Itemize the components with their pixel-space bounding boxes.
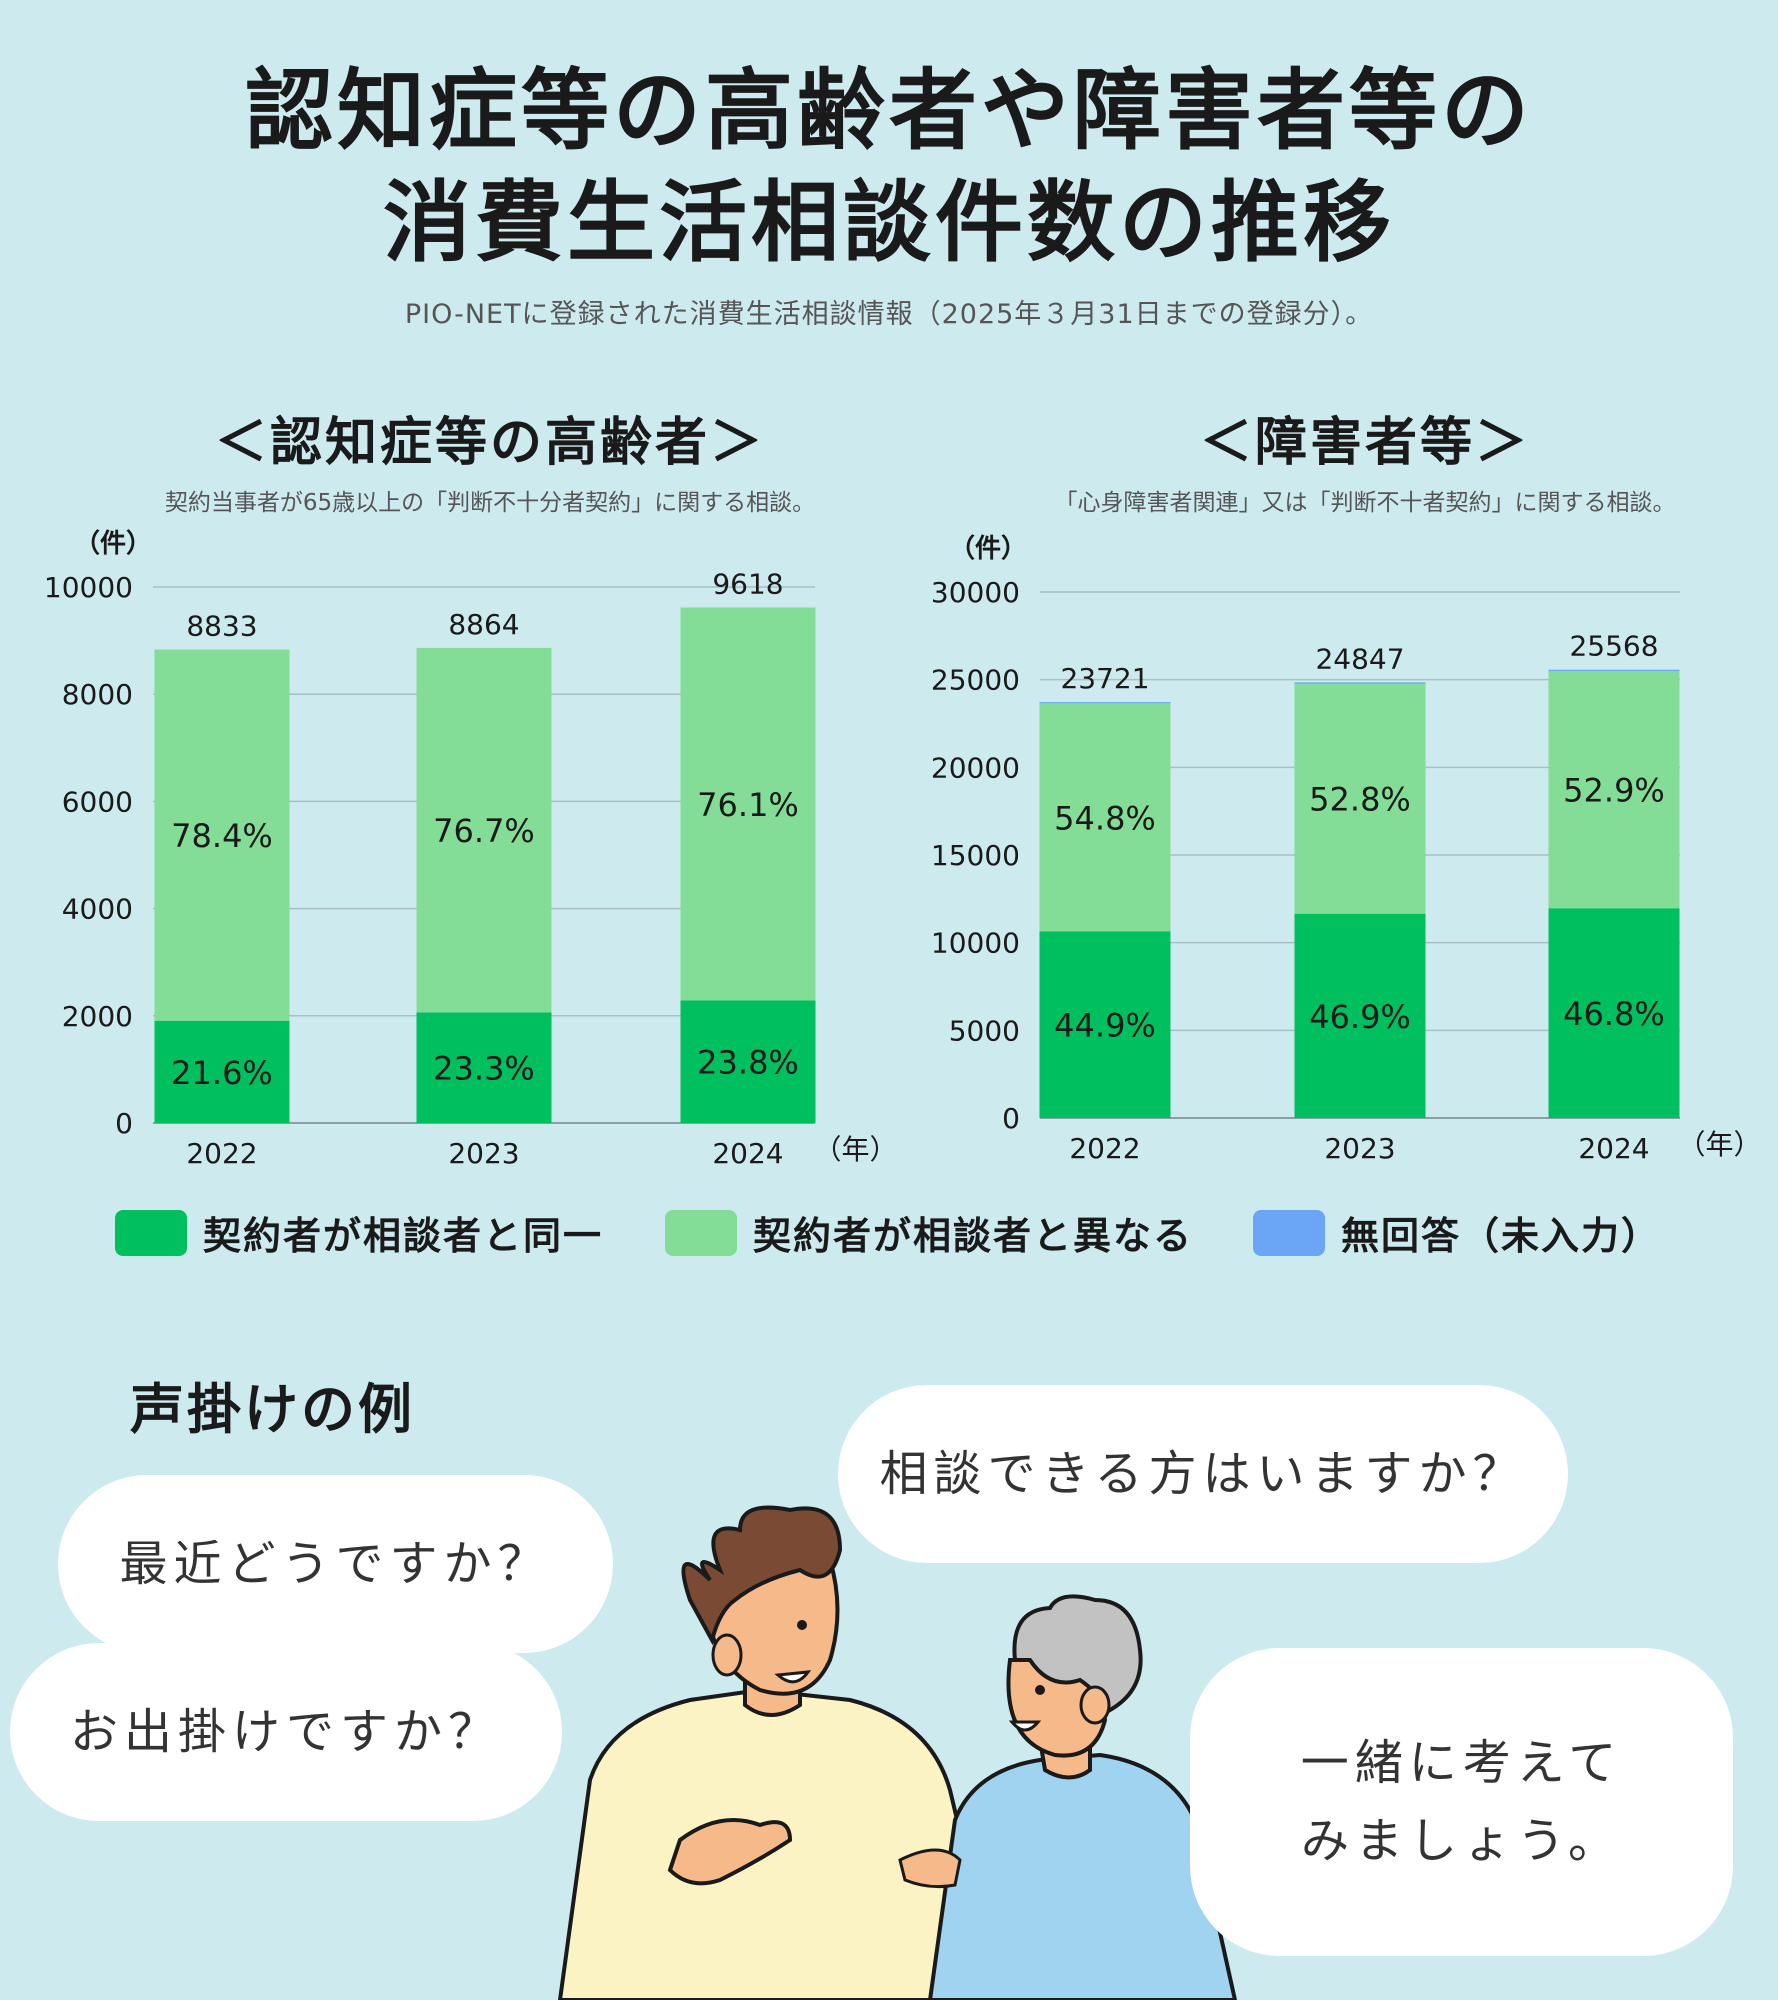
source-note: PIO-NETに登録された消費生活相談情報（2025年３月31日までの登録分）。	[404, 299, 1374, 330]
y-tick-label: 4000	[62, 893, 133, 926]
main-title-line1: 認知症等の高齢者や障害者等の	[244, 59, 1533, 162]
bar-segment	[680, 1000, 816, 1123]
data-label-pct: 78.4%	[171, 817, 273, 855]
legend-item-different: 契約者が相談者と異なる	[665, 1205, 1193, 1260]
y-unit-label: （件）	[74, 529, 152, 559]
bar-segment	[154, 649, 290, 1021]
data-label-pct: 21.6%	[171, 1054, 273, 1092]
data-label-pct: 23.8%	[697, 1044, 799, 1082]
data-label-total: 8864	[448, 608, 519, 641]
data-label-total: 9618	[712, 567, 783, 600]
voice-heading: 声掛けの例	[130, 1378, 415, 1441]
legend-label-no-answer: 無回答（未入力）	[1341, 1214, 1662, 1258]
y-tick-label: 10000	[44, 571, 133, 604]
main-title: 認知症等の高齢者や障害者等の 消費生活相談件数の推移	[0, 55, 1778, 279]
y-tick-label: 2000	[62, 1000, 133, 1033]
x-tick-label: 2024	[712, 1137, 783, 1170]
bar-segment	[680, 607, 816, 1001]
legend-item-same: 契約者が相談者と同一	[115, 1205, 603, 1260]
legend-swatch-same	[115, 1209, 187, 1256]
speech-bubble-4: 一緒に考えて みましょう。	[1190, 1648, 1733, 1956]
bar-segment	[154, 1020, 290, 1123]
speech-bubble-2: お出掛けですか？	[10, 1643, 562, 1821]
speech-bubble-4-line2: みましょう。	[1300, 1813, 1623, 1869]
data-label-pct: 76.7%	[433, 812, 535, 850]
y-tick-label: 8000	[62, 678, 133, 711]
x-unit-label: （年）	[813, 1133, 897, 1166]
bar-segment	[416, 1012, 552, 1123]
chart-subtitle-elderly: 契約当事者が65歳以上の「判断不十分者契約」に関する相談。	[164, 490, 816, 516]
chart-subtitle-disabled: 「心身障害者関連」又は「判断不十者契約」に関する相談。	[1054, 490, 1676, 516]
chart-title-disabled: ＜障害者等＞	[1199, 413, 1530, 473]
y-tick-label: 6000	[62, 785, 133, 818]
data-label-total: 8833	[186, 610, 257, 643]
data-label-pct: 23.3%	[433, 1050, 535, 1088]
legend-label-different: 契約者が相談者と異なる	[753, 1214, 1194, 1258]
x-tick-label: 2022	[186, 1137, 257, 1170]
chart-title-elderly: ＜認知症等の高齢者＞	[214, 413, 765, 473]
speech-bubble-1: 最近どうですか？	[58, 1475, 613, 1653]
speech-bubble-4-line1: 一緒に考えて	[1300, 1735, 1623, 1791]
x-tick-label: 2023	[448, 1137, 519, 1170]
y-tick-label: 0	[115, 1107, 133, 1140]
speech-bubble-3: 相談できる方はいますか？	[838, 1385, 1568, 1563]
legend-swatch-no-answer	[1253, 1209, 1325, 1256]
bar-segment	[416, 647, 552, 1013]
data-label-pct: 76.1%	[697, 786, 799, 824]
main-title-line2: 消費生活相談件数の推移	[382, 171, 1395, 274]
legend-label-same: 契約者が相談者と同一	[203, 1214, 604, 1258]
legend-swatch-different	[665, 1209, 737, 1256]
legend-item-no-answer: 無回答（未入力）	[1253, 1205, 1661, 1260]
